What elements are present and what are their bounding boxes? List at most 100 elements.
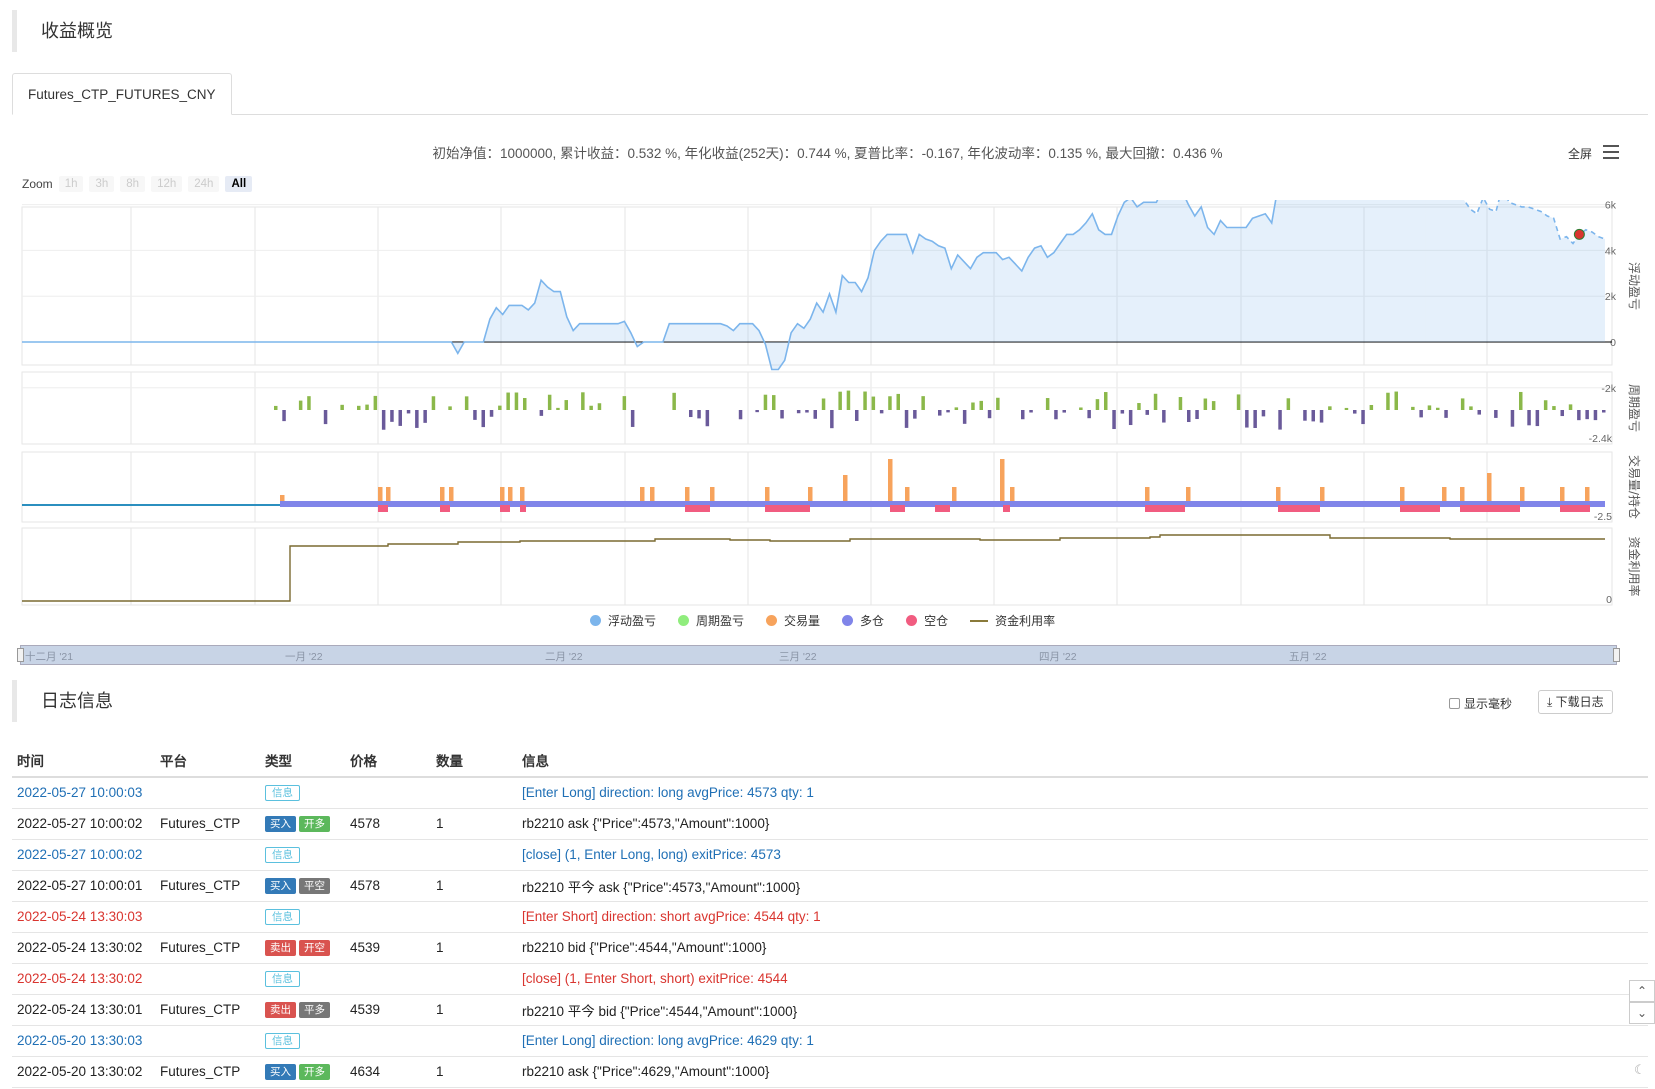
legend-label: 周期盈亏 <box>696 614 745 628</box>
pnl-bar <box>821 398 826 410</box>
pnl-bar <box>1245 410 1249 428</box>
pnl-bar <box>274 405 278 410</box>
pnl-bar <box>755 410 759 413</box>
log-info: [close] (1, Enter Short, short) exitPric… <box>517 963 1648 995</box>
log-platform <box>155 777 260 809</box>
hamburger-menu-icon[interactable] <box>1603 145 1619 159</box>
theme-moon-icon[interactable]: ☾ <box>1634 1062 1646 1077</box>
zoom-3h-button[interactable]: 3h <box>89 176 115 192</box>
pnl-bar <box>589 405 593 410</box>
pnl-bar <box>1510 410 1515 427</box>
y-tick-label: 0 <box>1610 337 1616 349</box>
pnl-bar <box>896 393 900 410</box>
legend-item[interactable]: 交易量 <box>766 612 820 629</box>
log-row: 2022-05-24 13:30:03 信息 [Enter Short] direc… <box>12 901 1648 933</box>
log-price: 4539 <box>345 932 431 964</box>
legend-marker-icon <box>970 619 989 622</box>
show-millis-checkbox[interactable]: 显示毫秒 <box>1449 695 1512 712</box>
tab-futures-ctp[interactable]: Futures_CTP_FUTURES_CNY <box>12 73 232 115</box>
type-badge: 信息 <box>265 1033 300 1049</box>
legend-marker-icon <box>590 615 601 626</box>
legend-item[interactable]: 多仓 <box>842 612 884 629</box>
zoom-12h-button[interactable]: 12h <box>151 176 183 192</box>
legend-item[interactable]: 浮动盈亏 <box>590 612 656 629</box>
legend-marker-icon <box>906 615 918 626</box>
type-badge: 买入 <box>265 1064 296 1080</box>
log-info: [Enter Long] direction: long avgPrice: 4… <box>517 777 1648 809</box>
pnl-bar <box>962 410 967 424</box>
pnl-bar <box>1436 407 1440 410</box>
volume-bar <box>500 487 505 501</box>
volume-bar <box>1145 487 1150 501</box>
navigator-left-handle[interactable] <box>17 648 24 662</box>
series-line-floating <box>22 200 1277 371</box>
chart-navigator[interactable]: 十二月 '21 一月 '22 二月 '22 三月 '22 四月 '22 五月 '22 <box>17 645 1620 665</box>
pnl-bar <box>1079 407 1083 410</box>
profit-chart: 10k8k6k4k2k0-2k-2.4k-2.50浮动盈亏周期盈亏交易量/持仓资… <box>21 200 1642 606</box>
col-qty: 数量 <box>431 743 517 778</box>
pnl-bar <box>830 410 834 429</box>
type-badge: 信息 <box>265 785 300 802</box>
legend-item[interactable]: 资金利用率 <box>970 612 1055 629</box>
log-time: 2022-05-27 10:00:01 <box>12 870 155 902</box>
pnl-bar <box>564 400 568 410</box>
zoom-1h-button[interactable]: 1h <box>58 176 84 192</box>
pnl-bar <box>772 395 776 410</box>
pnl-bar <box>946 410 950 413</box>
pnl-bar <box>1278 410 1282 430</box>
pnl-bar <box>523 398 527 410</box>
log-info: rb2210 ask {"Price":4573,"Amount":1000} <box>517 808 1648 840</box>
log-price <box>345 963 431 995</box>
log-price <box>345 901 431 933</box>
series-area-drawdown <box>1425 200 1605 342</box>
log-type: 卖出 开空 <box>260 932 345 964</box>
pnl-bar <box>1494 410 1498 418</box>
navigator-right-handle[interactable] <box>1613 648 1620 662</box>
pnl-bar <box>282 410 286 422</box>
col-price: 价格 <box>345 743 431 778</box>
volume-bar <box>685 487 690 501</box>
log-table: 时间 平台 类型 价格 数量 信息 2022-05-27 10:00:03 信息[… <box>12 743 1648 1088</box>
fullscreen-button[interactable]: 全屏 <box>1568 147 1593 161</box>
short-position-band <box>1400 505 1440 512</box>
type-badge: 平多 <box>299 1002 330 1018</box>
volume-bar <box>280 495 285 501</box>
zoom-all-button[interactable]: All <box>225 176 253 192</box>
legend-item[interactable]: 空仓 <box>906 612 948 629</box>
checkbox-icon[interactable] <box>1449 698 1460 709</box>
download-log-button[interactable]: ⤓ 下载日志 <box>1538 690 1613 714</box>
pnl-bar <box>1095 399 1100 410</box>
y-tick-label: -2.5 <box>1594 511 1612 523</box>
pnl-bar <box>323 410 328 425</box>
log-platform: Futures_CTP <box>155 994 260 1026</box>
pnl-bar <box>1577 410 1581 421</box>
short-position-band <box>378 505 388 512</box>
log-title: 日志信息 <box>12 680 113 722</box>
volume-bar <box>1010 487 1015 501</box>
pnl-bar <box>938 410 942 416</box>
col-platform: 平台 <box>155 743 260 778</box>
scroll-up-button[interactable]: ⌃ <box>1629 980 1655 1002</box>
log-platform <box>155 963 260 995</box>
pnl-bar <box>1236 394 1241 410</box>
zoom-8h-button[interactable]: 8h <box>120 176 146 192</box>
log-type: 信息 <box>260 901 345 933</box>
pnl-bar <box>1211 401 1216 410</box>
legend-marker-icon <box>678 615 690 626</box>
log-qty: 1 <box>431 870 517 902</box>
volume-bar <box>1000 459 1005 501</box>
panel-frame <box>21 371 1613 445</box>
zoom-24h-button[interactable]: 24h <box>188 176 220 192</box>
pnl-bar <box>1411 406 1415 410</box>
legend-item[interactable]: 周期盈亏 <box>678 612 744 629</box>
pnl-bar <box>846 390 851 410</box>
scroll-down-button[interactable]: ⌄ <box>1629 1002 1655 1024</box>
volume-bar <box>710 487 715 501</box>
log-info: [Enter Long] direction: long avgPrice: 4… <box>517 1025 1648 1057</box>
pnl-bar <box>1427 405 1432 410</box>
short-position-band <box>1003 505 1010 512</box>
volume-bar <box>1487 473 1492 501</box>
pnl-bar <box>1319 410 1324 423</box>
pnl-bar <box>381 410 386 430</box>
log-info: [Enter Short] direction: short avgPrice:… <box>517 901 1648 933</box>
